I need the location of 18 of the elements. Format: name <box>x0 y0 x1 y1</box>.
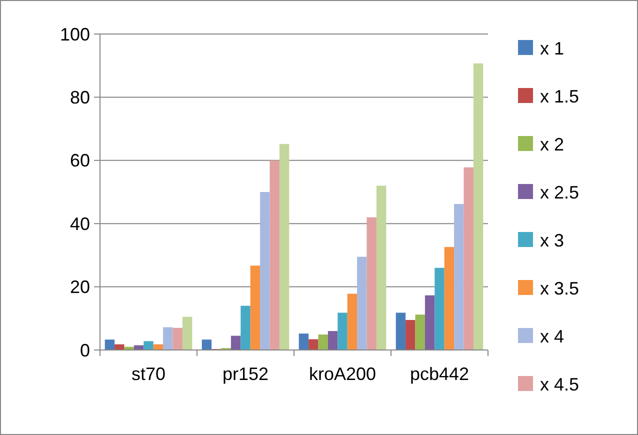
y-tick-label: 20 <box>70 277 90 298</box>
legend-label: x 3 <box>540 230 564 250</box>
legend-label: x 3.5 <box>540 278 580 298</box>
legend-label: x 2 <box>540 134 564 154</box>
x-tick-label: kroA200 <box>308 364 376 384</box>
legend-label: x 1.5 <box>540 86 580 106</box>
legend-label: x 1 <box>540 38 564 58</box>
x-tick-label: pr152 <box>222 364 269 384</box>
legend-label: x 2.5 <box>540 182 580 202</box>
y-tick-label: 80 <box>70 88 90 108</box>
legend-label: x 4 <box>540 326 564 346</box>
y-tick-label: 0 <box>80 340 90 360</box>
y-tick-label: 40 <box>70 214 90 234</box>
y-tick-label: 60 <box>70 150 90 171</box>
y-tick-label: 100 <box>60 24 90 44</box>
x-tick-label: pcb442 <box>410 364 470 384</box>
x-tick-label: st70 <box>131 364 166 384</box>
legend-label: x 4.5 <box>540 374 580 394</box>
